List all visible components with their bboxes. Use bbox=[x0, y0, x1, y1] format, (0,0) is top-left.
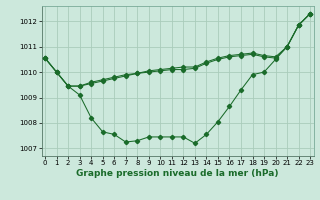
X-axis label: Graphe pression niveau de la mer (hPa): Graphe pression niveau de la mer (hPa) bbox=[76, 169, 279, 178]
